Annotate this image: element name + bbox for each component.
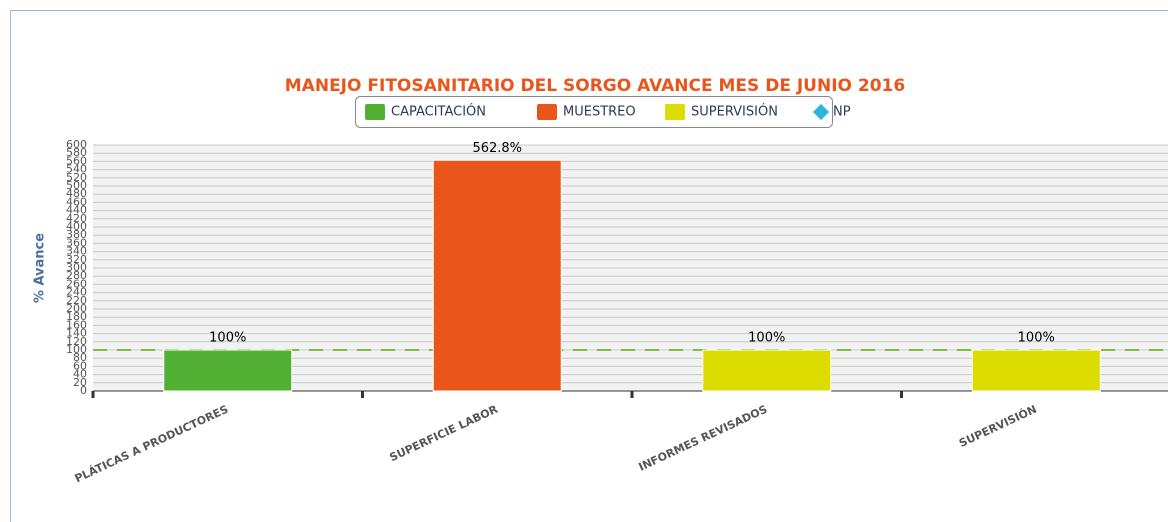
y-tick-label: 500 bbox=[66, 179, 87, 192]
y-tick-label: 360 bbox=[66, 236, 87, 249]
y-tick-label: 120 bbox=[66, 335, 87, 348]
y-tick-label: 40 bbox=[73, 368, 87, 381]
y-tick-label: 420 bbox=[66, 212, 87, 225]
legend-label: SUPERVISIÓN bbox=[691, 104, 778, 120]
y-tick-label: 380 bbox=[66, 228, 87, 241]
y-tick-label: 320 bbox=[66, 253, 87, 266]
legend-swatch bbox=[665, 104, 685, 120]
legend-swatch bbox=[537, 104, 557, 120]
data-label: 100% bbox=[1018, 331, 1055, 346]
y-tick-label: 220 bbox=[66, 294, 87, 307]
data-label: 100% bbox=[748, 331, 785, 346]
y-tick-label: 100 bbox=[66, 343, 87, 356]
data-label: 562.8% bbox=[472, 141, 522, 156]
legend-label: MUESTREO bbox=[563, 105, 636, 120]
y-tick-label: 600 bbox=[66, 138, 87, 151]
y-tick-label: 540 bbox=[66, 163, 87, 176]
y-tick-label: 580 bbox=[66, 146, 87, 159]
y-tick-label: 0 bbox=[80, 384, 87, 397]
legend-swatch bbox=[813, 104, 829, 120]
y-tick-label: 140 bbox=[66, 327, 87, 340]
y-tick-label: 300 bbox=[66, 261, 87, 274]
legend-swatch bbox=[365, 104, 385, 120]
legend-label: CAPACITACIÓN bbox=[391, 104, 486, 120]
y-tick-label: 160 bbox=[66, 318, 87, 331]
y-tick-label: 460 bbox=[66, 195, 87, 208]
y-tick-label: 520 bbox=[66, 171, 87, 184]
y-tick-label: 440 bbox=[66, 204, 87, 217]
y-tick-label: 260 bbox=[66, 277, 87, 290]
legend-label: NP bbox=[833, 105, 851, 120]
y-tick-label: 60 bbox=[73, 359, 87, 372]
legend-box bbox=[355, 96, 833, 128]
bar bbox=[432, 159, 562, 392]
y-axis-label: % Avance bbox=[33, 233, 48, 303]
y-tick-label: 280 bbox=[66, 269, 87, 282]
y-tick-label: 200 bbox=[66, 302, 87, 315]
y-tick-label: 480 bbox=[66, 187, 87, 200]
bar bbox=[163, 349, 293, 392]
y-tick-label: 20 bbox=[73, 376, 87, 389]
y-tick-label: 560 bbox=[66, 154, 87, 167]
y-tick-label: 340 bbox=[66, 245, 87, 258]
y-tick-label: 240 bbox=[66, 286, 87, 299]
y-tick-label: 80 bbox=[73, 351, 87, 364]
y-tick-label: 180 bbox=[66, 310, 87, 323]
data-label: 100% bbox=[209, 331, 246, 346]
bar bbox=[702, 349, 832, 392]
chart-title: MANEJO FITOSANITARIO DEL SORGO AVANCE ME… bbox=[285, 76, 905, 96]
y-tick-label: 400 bbox=[66, 220, 87, 233]
bar bbox=[971, 349, 1101, 392]
